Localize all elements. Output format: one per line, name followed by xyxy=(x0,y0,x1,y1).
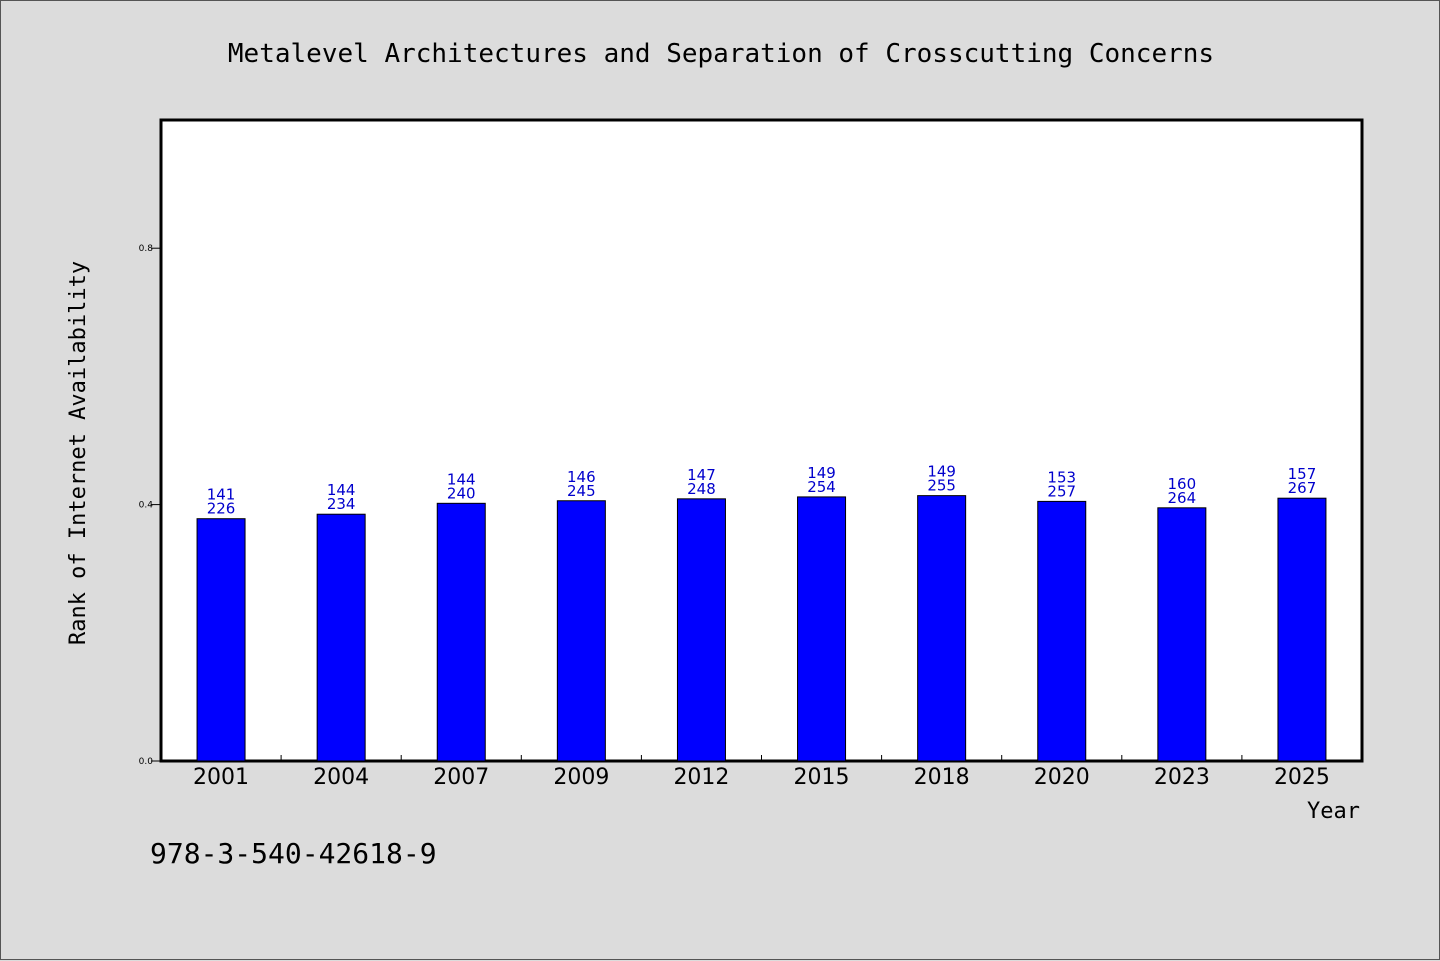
x-tick-label: 2020 xyxy=(1034,765,1090,790)
bar-label-bottom: 254 xyxy=(807,478,836,496)
isbn-footnote: 978-3-540-42618-9 xyxy=(150,837,437,870)
bar-label-top: 144 xyxy=(447,470,476,488)
x-tick-label: 2009 xyxy=(553,765,609,790)
bar xyxy=(797,496,847,762)
x-tick-label: 2012 xyxy=(673,765,729,790)
bar-label-top: 141 xyxy=(207,486,236,504)
bar-label-top: 146 xyxy=(567,468,596,486)
y-axis: 0.0 0.4 0.8 xyxy=(139,244,161,767)
bar xyxy=(316,513,366,762)
bar xyxy=(917,495,967,762)
x-tick-label: 2015 xyxy=(794,765,850,790)
x-tick-label: 2004 xyxy=(313,765,369,790)
bar-label-bottom: 234 xyxy=(327,495,356,513)
x-tick-label: 2018 xyxy=(914,765,970,790)
bar xyxy=(436,502,486,762)
bar-label-top: 153 xyxy=(1047,468,1076,486)
y-tick-label: 0.0 xyxy=(139,757,154,767)
x-tick-label: 2007 xyxy=(433,765,489,790)
bar-label-top: 144 xyxy=(327,481,356,499)
bar-label-top: 147 xyxy=(687,466,716,484)
x-axis-title: Year xyxy=(1307,799,1360,824)
bar xyxy=(1277,497,1327,762)
bar xyxy=(676,498,726,762)
x-axis: 2001 2004 2007 2009 2012 2015 2018 2020 2023 2025 xyxy=(193,755,1330,790)
x-tick-label: 2023 xyxy=(1154,765,1210,790)
bar xyxy=(556,500,606,762)
x-tick-label: 2001 xyxy=(193,765,249,790)
bar-label-bottom: 255 xyxy=(927,477,956,495)
bar-label-bottom: 240 xyxy=(447,484,476,502)
x-tick-label: 2025 xyxy=(1274,765,1330,790)
bar-label-bottom: 226 xyxy=(207,500,236,518)
bar xyxy=(196,518,246,762)
bar-label-top: 149 xyxy=(927,463,956,481)
bar-label-bottom: 245 xyxy=(567,482,596,500)
chart-title: Metalevel Architectures and Separation o… xyxy=(228,39,1214,69)
bar-label-bottom: 248 xyxy=(687,480,716,498)
bar-label-bottom: 257 xyxy=(1047,482,1076,500)
bar-series xyxy=(196,495,1327,762)
bar-label-top: 160 xyxy=(1168,475,1197,493)
bar xyxy=(1037,500,1087,762)
bar-label-top: 157 xyxy=(1288,465,1317,483)
bar-label-top: 149 xyxy=(807,464,836,482)
bar xyxy=(1157,507,1207,762)
bar-label-bottom: 267 xyxy=(1288,479,1317,497)
bar-label-bottom: 264 xyxy=(1168,489,1197,507)
y-tick-label: 0.8 xyxy=(139,244,154,254)
y-axis-title: Rank of Internet Availability xyxy=(66,261,91,645)
y-tick-label: 0.4 xyxy=(139,501,154,511)
